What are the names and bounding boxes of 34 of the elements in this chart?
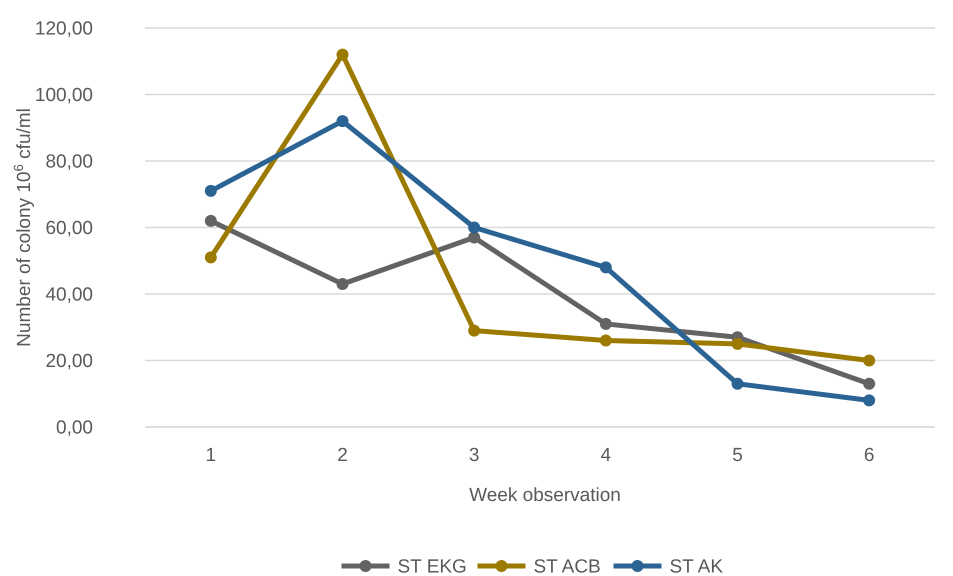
- point: [732, 378, 744, 390]
- y-tick-label: 60,00: [45, 218, 93, 240]
- y-tick-label: 120,00: [34, 18, 93, 40]
- x-axis-title: Week observation: [469, 485, 621, 506]
- y-tick-label: 80,00: [45, 152, 93, 173]
- point: [600, 318, 612, 330]
- legend-label: ST EKG: [398, 556, 467, 576]
- x-tick-label: 5: [732, 445, 743, 466]
- point: [204, 251, 217, 264]
- y-tick-label: 20,00: [45, 351, 93, 372]
- point: [336, 115, 348, 128]
- point: [863, 354, 876, 366]
- point: [204, 214, 217, 227]
- y-tick-label: 100,00: [34, 85, 93, 106]
- point: [336, 278, 348, 290]
- x-tick-label: 3: [468, 445, 480, 466]
- point: [468, 324, 480, 337]
- point: [600, 334, 612, 347]
- point: [468, 222, 480, 234]
- point: [468, 231, 480, 244]
- point: [336, 48, 348, 61]
- point: [863, 378, 876, 390]
- point: [204, 184, 217, 197]
- x-tick-label: 2: [337, 445, 348, 466]
- point: [863, 394, 876, 406]
- y-tick-label: 40,00: [45, 284, 93, 306]
- x-tick-label: 4: [600, 445, 612, 466]
- legend-label: ST ACB: [534, 556, 601, 576]
- point: [732, 338, 744, 350]
- point: [600, 261, 612, 274]
- y-tick-label: 0,00: [56, 418, 93, 439]
- x-tick-label: 6: [864, 445, 874, 466]
- legend-label: ST AK: [670, 556, 724, 576]
- x-tick-label: 1: [206, 445, 216, 466]
